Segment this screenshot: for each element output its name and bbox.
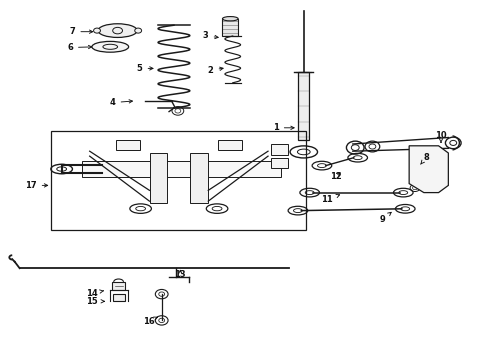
Text: 7: 7 [70, 27, 93, 36]
Text: 2: 2 [208, 66, 223, 75]
Bar [270, 158, 288, 168]
Ellipse shape [222, 17, 238, 21]
Bar [218, 140, 242, 150]
Text: 8: 8 [420, 153, 429, 164]
Bar [51, 131, 306, 230]
Polygon shape [409, 146, 448, 193]
Bar [113, 294, 125, 301]
Ellipse shape [92, 41, 128, 52]
Text: 10: 10 [435, 130, 447, 142]
Bar [191, 153, 208, 203]
Text: 4: 4 [110, 98, 132, 107]
Text: 15: 15 [86, 297, 104, 306]
Text: 3: 3 [203, 31, 218, 40]
Bar [222, 19, 238, 36]
Text: 12: 12 [330, 172, 342, 181]
Ellipse shape [98, 24, 137, 37]
Bar [116, 140, 140, 150]
Text: 6: 6 [67, 43, 92, 52]
Text: 1: 1 [273, 123, 294, 132]
Bar [82, 161, 281, 177]
Text: 14: 14 [86, 289, 103, 297]
Bar [298, 72, 309, 140]
Ellipse shape [135, 28, 142, 33]
Bar [149, 153, 167, 203]
Text: 13: 13 [174, 270, 186, 279]
Text: 11: 11 [321, 194, 340, 204]
Text: 5: 5 [137, 64, 153, 73]
Bar [112, 282, 125, 290]
Text: 9: 9 [379, 212, 391, 224]
Text: 16: 16 [143, 317, 157, 325]
Ellipse shape [94, 28, 100, 33]
Text: 17: 17 [25, 181, 48, 190]
Bar [270, 144, 288, 155]
